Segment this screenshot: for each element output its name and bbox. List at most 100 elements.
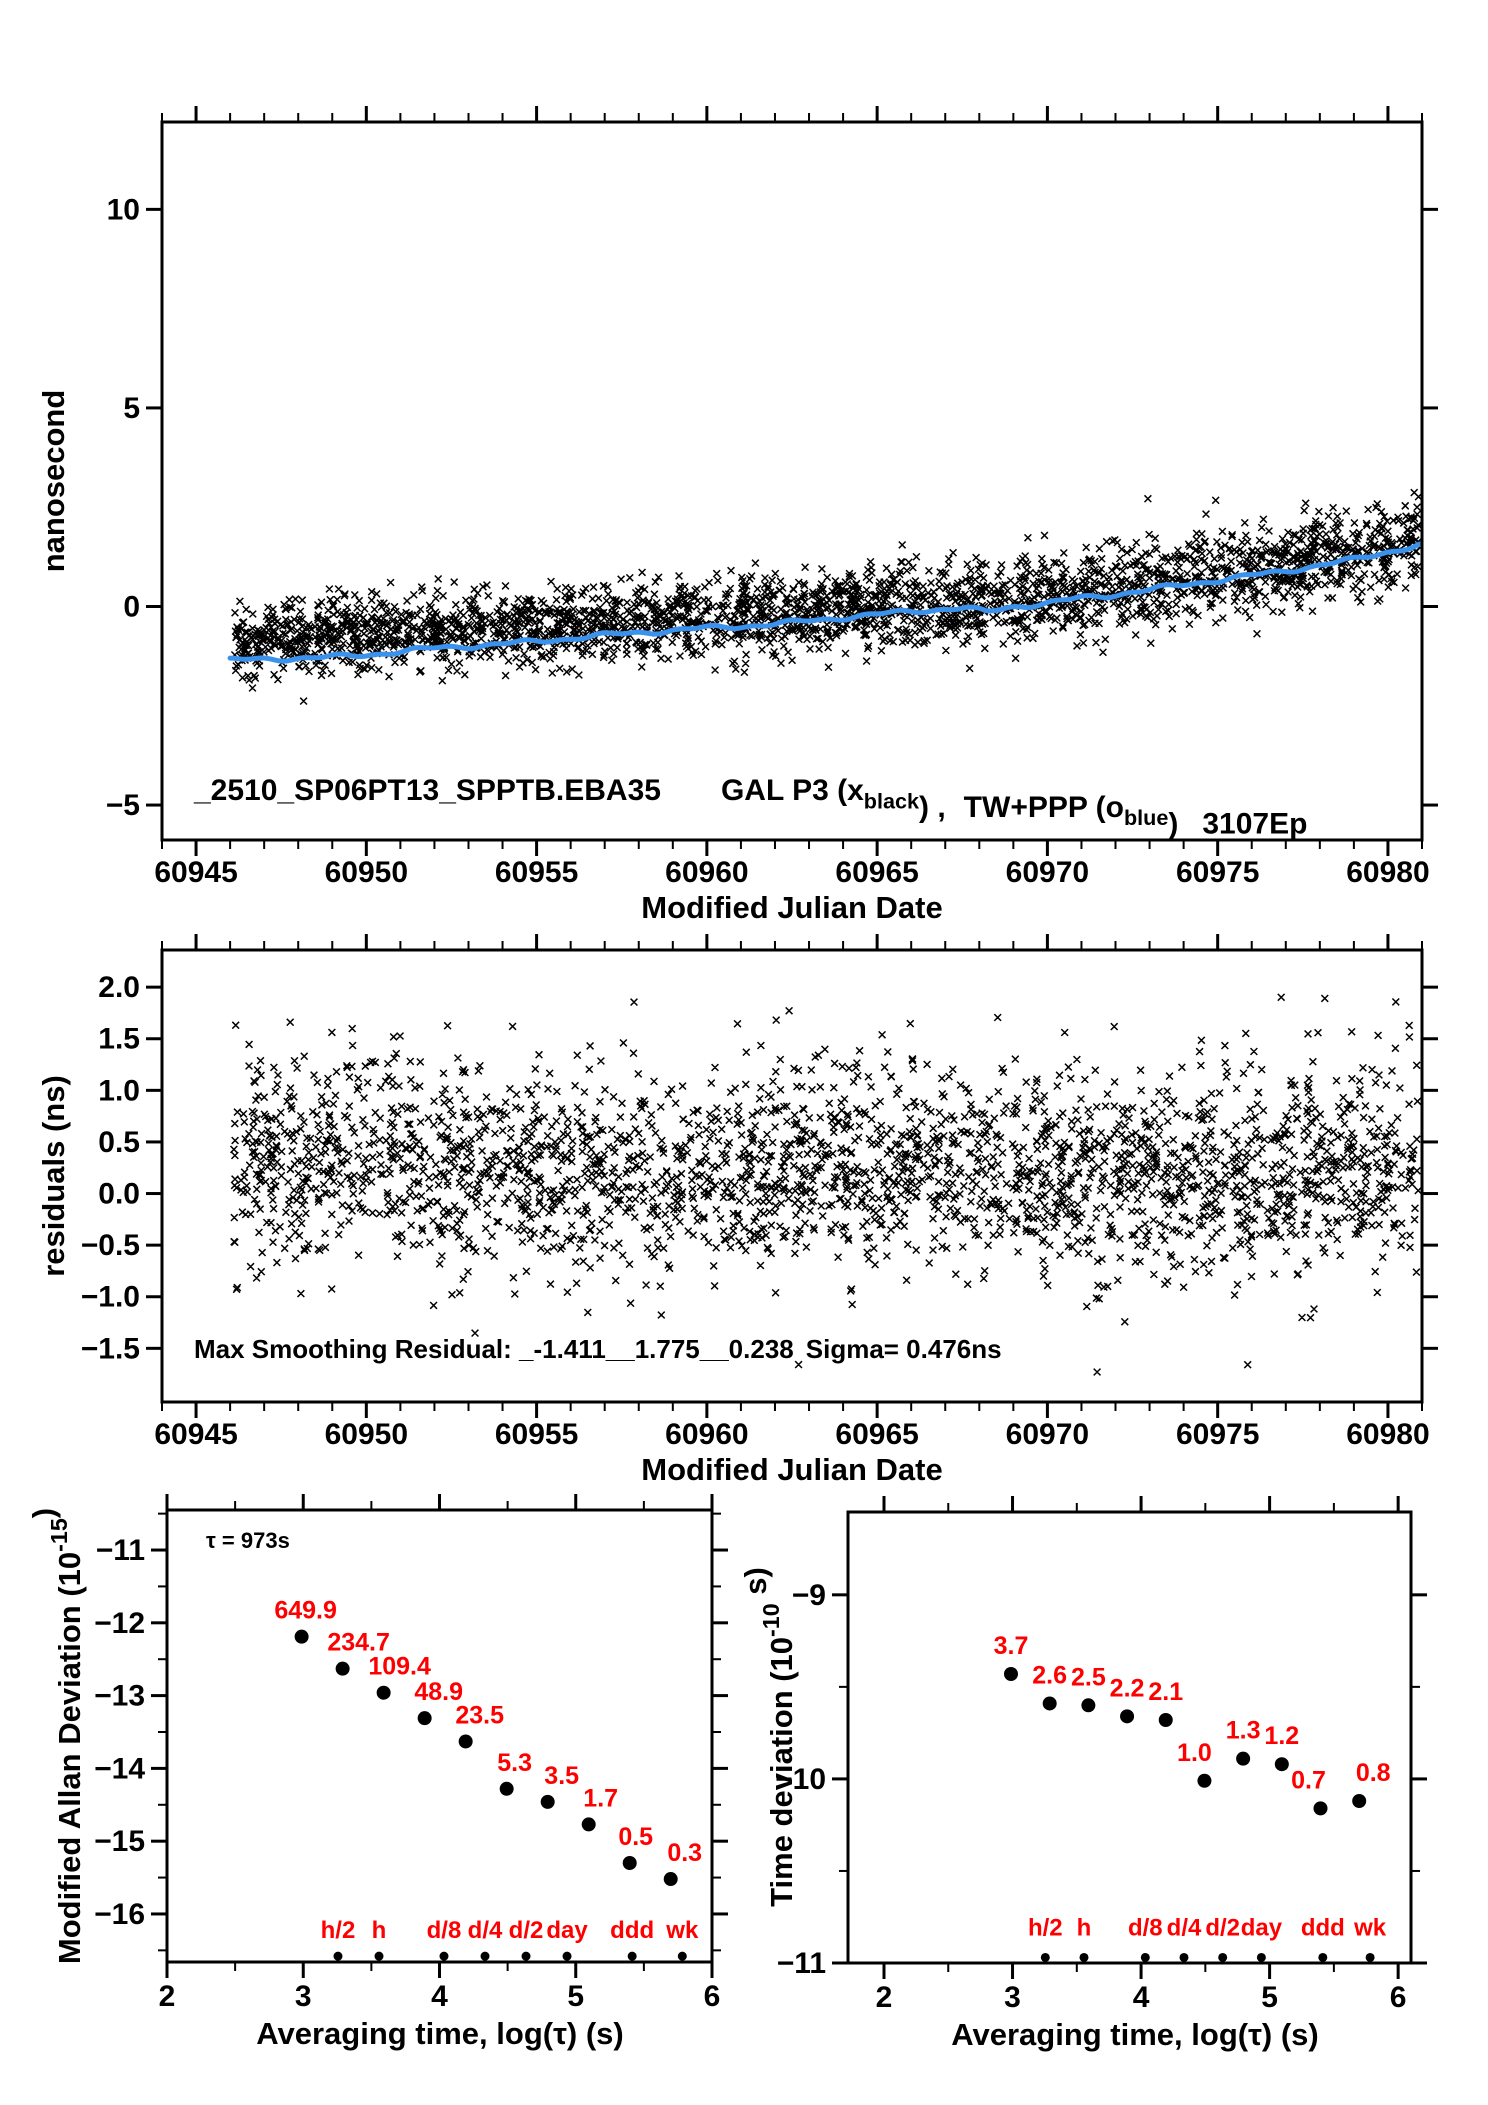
- residual-stats-label: Max Smoothing Residual: _-1.411__1.775__…: [194, 1334, 1002, 1364]
- residuals-x-tick-label: 60970: [1006, 1418, 1089, 1451]
- mdev-point: [540, 1794, 555, 1809]
- residuals-ylabel: residuals (ns): [36, 1075, 71, 1277]
- mdev-point-value-label: 1.7: [583, 1784, 618, 1812]
- mdev-tau-dot: [521, 1951, 531, 1961]
- mdev-ticks: [151, 1494, 728, 1978]
- mdev-x-tick-labels: 2 3 4 5 6: [159, 1980, 721, 2013]
- tdev-x-tick-label: 3: [1004, 1981, 1021, 2014]
- mdev-tau-marker-label: d/8: [427, 1917, 462, 1944]
- mdev-point: [663, 1872, 678, 1887]
- mdev-point-value-label: 109.4: [368, 1653, 431, 1681]
- phase-x-tick-label: 60960: [665, 856, 748, 889]
- tdev-tau-dot: [1318, 1952, 1328, 1962]
- residuals-scatter-points: [229, 993, 1423, 1376]
- phase-x-tick-label: 60980: [1346, 856, 1429, 889]
- top-title-label: _2510_SP06PT13_SPPTB.EBA35 GAL P3 (xblack…: [193, 774, 1307, 841]
- phase-axis-box: [160, 120, 1424, 842]
- tdev-tau-marker-label: d/2: [1205, 1914, 1240, 1941]
- mdev-point-value-label: 48.9: [414, 1678, 463, 1706]
- mdev-point: [458, 1734, 473, 1749]
- mdev-tau-dot: [627, 1951, 637, 1961]
- tdev-tau-marker-label: ddd: [1301, 1914, 1345, 1941]
- mdev-y-tick-label: −16: [94, 1898, 145, 1931]
- mdev-tau-marker-labels: h/2 h d/8 d/4 d/2 day ddd wk: [321, 1917, 699, 1944]
- tdev-point: [1158, 1713, 1173, 1728]
- mdev-tau-marker-label: d/2: [509, 1917, 544, 1944]
- phase-y-tick-label: −5: [106, 789, 140, 822]
- tdev-y-tick-label: −11: [777, 1947, 826, 1980]
- tdev-x-tick-label: 2: [876, 1981, 893, 2014]
- tdev-axis-box: [846, 1510, 1413, 1965]
- mdev-tau-marker-label: d/4: [468, 1917, 503, 1944]
- tdev-point: [1236, 1751, 1251, 1766]
- residuals-panel: 60945 60950 60955 60960 60965 60970 60975 60980…: [36, 934, 1438, 1487]
- mdev-point-value-label: 3.5: [544, 1762, 579, 1790]
- tdev-tau-dot: [1179, 1952, 1189, 1962]
- phase-ticks: [146, 106, 1438, 856]
- residuals-x-tick-label: 60980: [1346, 1418, 1429, 1451]
- tdev-point-value-label: 1.2: [1264, 1722, 1299, 1750]
- tdev-point-value-label: 0.7: [1291, 1766, 1326, 1794]
- mdev-tau-marker-label: h: [372, 1917, 387, 1944]
- phase-x-tick-label: 60970: [1006, 856, 1089, 889]
- residuals-x-tick-label: 60975: [1176, 1418, 1259, 1451]
- mdev-x-tick-label: 3: [295, 1980, 312, 2013]
- phase-y-tick-label: 0: [123, 590, 140, 623]
- residuals-y-tick-label: 0.5: [98, 1126, 140, 1159]
- mdev-y-tick-label: −15: [94, 1825, 145, 1858]
- tdev-ylabel: Time deviation (10-10 s): [738, 1567, 799, 1907]
- mdev-x-tick-label: 5: [567, 1980, 584, 2013]
- residuals-y-tick-labels: 2.0 1.5 1.0 0.5 0.0 −0.5 −1.0 −1.5: [81, 971, 140, 1365]
- mdev-point-value-label: 23.5: [455, 1701, 504, 1729]
- mdev-tau-dot: [333, 1951, 343, 1961]
- mdev-point: [376, 1685, 391, 1700]
- tdev-tau-marker-label: wk: [1353, 1914, 1387, 1941]
- mdev-tau-marker-dots: [333, 1951, 687, 1961]
- tdev-point-value-label: 2.1: [1148, 1678, 1183, 1706]
- tdev-point-value-label: 0.8: [1356, 1759, 1391, 1787]
- tdev-tau-dot: [1256, 1952, 1266, 1962]
- tdev-ticks: [832, 1496, 1427, 1979]
- mdev-axis-box: [165, 1508, 714, 1964]
- phase-ylabel: nanosecond: [36, 390, 71, 573]
- mdev-y-tick-label: −12: [94, 1607, 145, 1640]
- tdev-point: [1274, 1757, 1289, 1772]
- phase-y-tick-label: 10: [107, 193, 140, 226]
- mdev-point: [335, 1661, 350, 1676]
- phase-scatter-points: [230, 488, 1423, 706]
- tdev-tau-marker-label: d/4: [1167, 1914, 1202, 1941]
- tdev-point: [1042, 1696, 1057, 1711]
- phase-x-tick-label: 60955: [495, 856, 578, 889]
- residuals-xlabel: Modified Julian Date: [641, 1452, 942, 1487]
- residuals-y-tick-label: 0.0: [98, 1178, 140, 1211]
- tdev-tau-marker-labels: h/2 h d/8 d/4 d/2 day ddd wk: [1028, 1914, 1387, 1941]
- tdev-point-value-label: 2.2: [1110, 1674, 1145, 1702]
- mdev-xlabel: Averaging time, log(τ) (s): [256, 2016, 624, 2051]
- tdev-point: [1003, 1666, 1018, 1681]
- tdev-tau-marker-dots: [1040, 1952, 1375, 1962]
- phase-y-tick-labels: 10 5 0 −5: [106, 193, 140, 822]
- tdev-tau-dot: [1218, 1952, 1228, 1962]
- tdev-tau-dot: [1079, 1952, 1089, 1962]
- mdev-panel: 2 3 4 5 6 −11 −12 −13 −14 −15 −16 Averaging time, l…: [26, 1494, 728, 2051]
- residuals-y-tick-label: 2.0: [98, 971, 140, 1004]
- mdev-point-value-label: 5.3: [497, 1749, 532, 1777]
- tdev-x-tick-labels: 2 3 4 5 6: [876, 1981, 1407, 2014]
- residuals-y-tick-label: −0.5: [81, 1229, 140, 1262]
- mdev-point-value-label: 649.9: [274, 1597, 337, 1625]
- phase-xlabel: Modified Julian Date: [641, 890, 942, 925]
- mdev-tau-marker-label: wk: [665, 1917, 699, 1944]
- tdev-tau-dot: [1140, 1952, 1150, 1962]
- residuals-x-tick-label: 60950: [325, 1418, 408, 1451]
- tdev-point-value-label: 2.6: [1032, 1661, 1067, 1689]
- tau-note: τ = 973s: [206, 1528, 290, 1553]
- mdev-point: [622, 1856, 637, 1871]
- mdev-x-tick-label: 4: [431, 1980, 448, 2013]
- mdev-tau-marker-label: h/2: [321, 1917, 356, 1944]
- tdev-x-tick-label: 6: [1390, 1981, 1407, 2014]
- phase-x-tick-label: 60945: [154, 856, 237, 889]
- phase-x-tick-label: 60975: [1176, 856, 1259, 889]
- residuals-x-tick-label: 60955: [495, 1418, 578, 1451]
- mdev-point: [417, 1711, 432, 1726]
